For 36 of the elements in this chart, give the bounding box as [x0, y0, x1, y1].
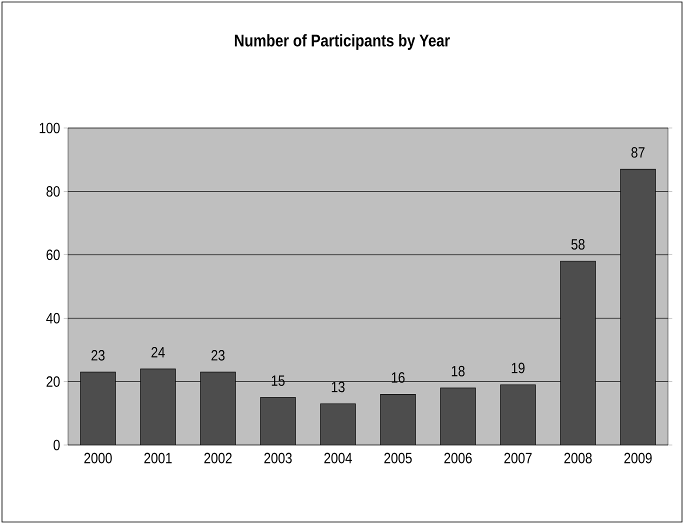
bar	[200, 372, 236, 445]
bar	[620, 168, 656, 445]
x-tick-label: 2004	[324, 452, 352, 464]
x-tick-label: 2008	[564, 452, 592, 464]
bar	[260, 397, 296, 445]
data-label: 87	[631, 147, 645, 158]
data-label: 16	[392, 372, 405, 383]
bar	[380, 394, 416, 445]
data-label: 24	[151, 346, 165, 358]
x-tick-label: 2002	[204, 452, 232, 464]
x-tick-label: 2007	[504, 452, 532, 464]
x-tick-label: 2005	[384, 452, 412, 464]
x-tick-label: 2001	[144, 452, 172, 464]
bar	[440, 388, 476, 445]
x-tick-label: 2009	[624, 452, 652, 464]
data-label: 58	[571, 239, 585, 250]
y-tick-label: 80	[46, 186, 60, 197]
y-tick-label: 60	[46, 250, 60, 260]
bar	[500, 384, 536, 445]
data-label: 23	[211, 350, 225, 361]
x-tick-label: 2006	[444, 452, 472, 464]
bar	[140, 368, 176, 445]
y-tick-label: 40	[46, 312, 60, 324]
x-tick-label: 2000	[84, 452, 112, 464]
data-label: 18	[452, 366, 465, 376]
y-tick-label: 20	[46, 376, 60, 387]
bar	[320, 403, 356, 445]
y-tick-label: 0	[54, 440, 60, 450]
data-label: 13	[332, 382, 345, 392]
x-tick-label: 2003	[264, 452, 292, 464]
chart-title: Number of Participants by Year	[234, 34, 450, 50]
bar	[560, 260, 596, 445]
bar	[80, 372, 116, 445]
y-tick-label: 100	[40, 122, 60, 134]
data-label: 23	[91, 350, 105, 361]
data-label: 19	[512, 362, 525, 374]
